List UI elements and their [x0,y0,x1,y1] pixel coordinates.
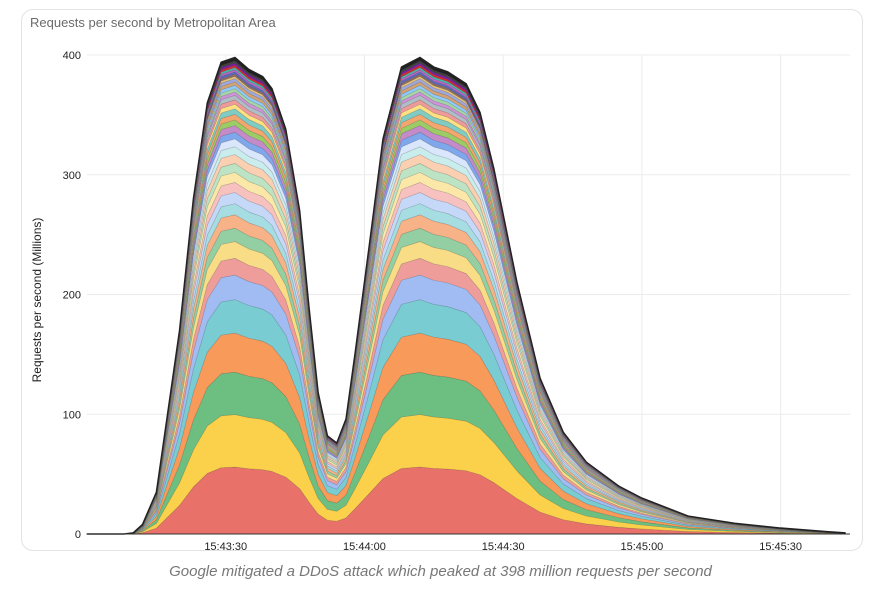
area-series [86,56,846,535]
y-tick-label: 100 [63,409,81,421]
x-tick-label: 15:43:30 [204,541,247,553]
area-series-28 [86,88,846,535]
area-series-16 [86,154,846,535]
area-series-8 [86,241,846,535]
chart-title: Requests per second by Metropolitan Area [30,15,276,30]
stacked-area-chart: 0 100 200 300 400 15:43:30 15:44:00 15:44:30 15:… [30,50,850,553]
y-tick-label: 200 [63,290,81,302]
area-series-10 [86,214,846,535]
stack-top-outline [87,56,846,535]
x-tick-label: 15:44:30 [482,541,525,553]
x-tick-label: 15:45:30 [759,541,802,553]
axes: 0 100 200 300 400 15:43:30 15:44:00 15:44:30 15:… [63,50,850,553]
area-series-24 [86,103,846,535]
y-tick-label: 400 [63,50,81,62]
figure-caption: Google mitigated a DDoS attack which pea… [169,563,712,580]
area-series-26 [86,95,846,535]
area-series-7 [86,258,846,535]
x-tick-label: 15:44:00 [343,541,386,553]
y-axis-label: Requests per second (Millions) [30,218,44,383]
y-tick-label: 0 [75,529,81,541]
x-tick-label: 15:45:00 [620,541,663,553]
area-series-15 [86,163,846,535]
y-tick-label: 300 [63,170,81,182]
area-series-35 [86,69,846,535]
area-series-22 [86,114,846,535]
